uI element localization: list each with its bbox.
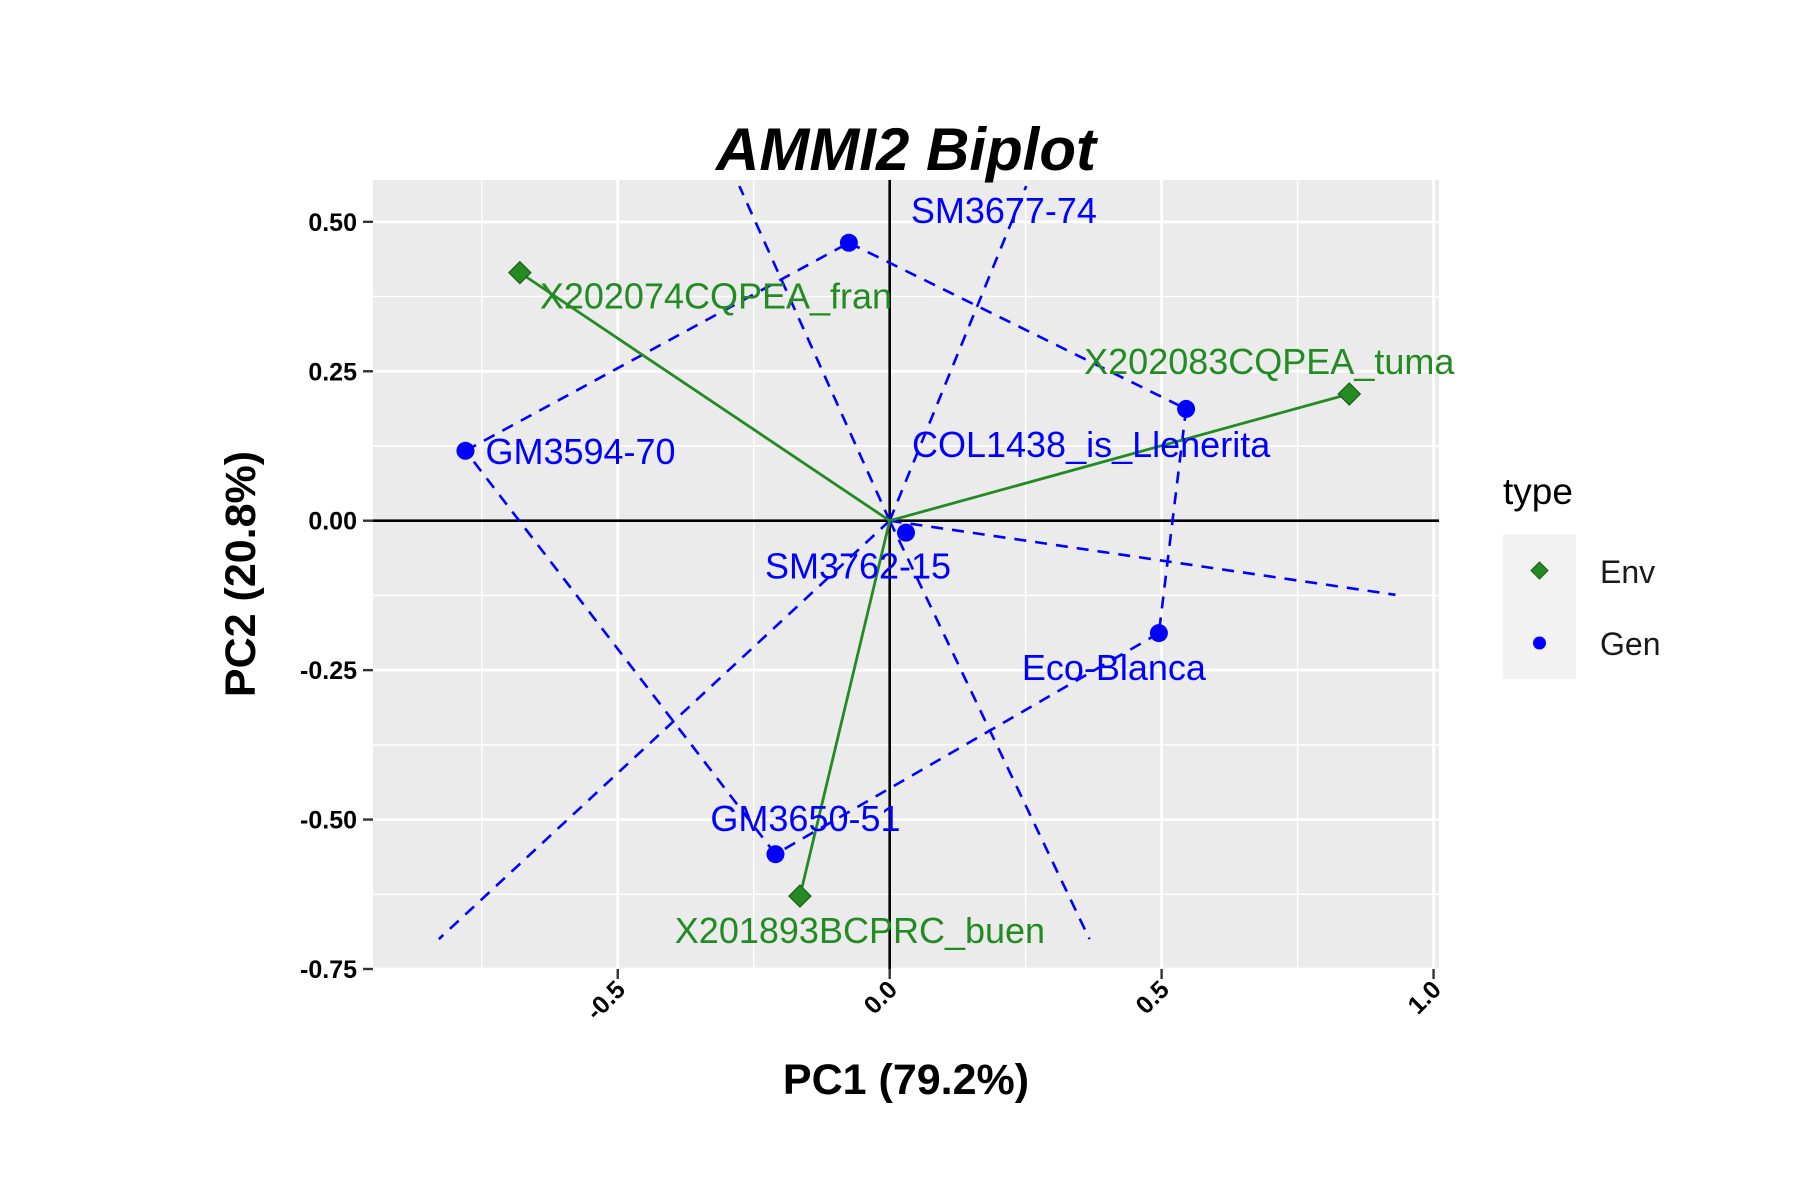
legend-gen-circle-icon: [1533, 636, 1546, 650]
env-vector: [798, 520, 892, 897]
legend: type Env Gen: [1503, 471, 1660, 679]
env-vector: [889, 392, 1350, 523]
env-label: X202074CQPEA_fran: [540, 276, 892, 317]
y-tick-label: -0.50: [300, 807, 357, 835]
gen-point: [1177, 399, 1196, 418]
point-labels: X202074CQPEA_fran X202083CQPEA_tuma X20189…: [485, 190, 1455, 951]
x-axis-title: PC1 (79.2%): [783, 1056, 1029, 1104]
gen-label: GM3594-70: [485, 431, 675, 472]
gen-point: [456, 441, 475, 460]
env-vector: [519, 271, 891, 522]
chart-title: AMMI2 Biplot: [714, 116, 1099, 183]
legend-key-background: [1503, 534, 1576, 679]
grid-minor: [373, 180, 1439, 969]
y-tick-label: -0.75: [300, 956, 357, 984]
hull-edge: [464, 241, 850, 452]
legend-label-env: Env: [1600, 554, 1655, 590]
hull-edge: [464, 449, 777, 856]
gen-point: [839, 233, 858, 252]
gen-label: SM3762-15: [765, 546, 951, 587]
env-point: [1337, 382, 1362, 406]
zero-lines: [373, 180, 1439, 969]
env-vectors: [519, 271, 1350, 897]
y-tick-label: 0.00: [308, 508, 357, 536]
hull-edge: [774, 631, 1160, 856]
env-label: X202083CQPEA_tuma: [1084, 341, 1455, 382]
env-label: X201893BCPRC_buen: [675, 910, 1045, 951]
x-tick-label: 0.0: [859, 975, 903, 1019]
env-point: [507, 260, 532, 285]
sector-ray: [889, 519, 1396, 597]
sector-ray: [437, 519, 891, 941]
polygon-layer: [437, 185, 1396, 941]
points: [456, 233, 1362, 908]
gen-label: Eco-Blanca: [1022, 647, 1207, 688]
legend-label-gen: Gen: [1600, 626, 1660, 662]
legend-env-diamond-icon: [1530, 561, 1549, 580]
y-tick-label: 0.50: [308, 209, 357, 237]
y-axis-title: PC2 (20.8%): [217, 451, 265, 697]
gen-label: SM3677-74: [911, 190, 1097, 231]
sector-ray: [888, 185, 1028, 522]
x-tick-label: 1.0: [1402, 975, 1446, 1019]
x-tick-label: -0.5: [581, 975, 631, 1025]
sector-ray: [888, 520, 1091, 940]
legend-title: type: [1503, 471, 1573, 512]
gen-point: [1149, 624, 1168, 643]
gen-point: [897, 523, 915, 542]
env-point: [788, 884, 812, 908]
x-tick-label: 0.5: [1130, 975, 1174, 1019]
panel-background: [373, 180, 1439, 969]
y-tick-label: -0.25: [300, 657, 357, 685]
gen-label: GM3650-51: [710, 798, 900, 839]
gen-point: [766, 845, 785, 864]
y-tick-label: 0.25: [308, 358, 357, 386]
sector-ray: [738, 185, 891, 522]
hull-edge: [1157, 408, 1188, 634]
gen-label: COL1438_is_Llenerita: [912, 424, 1271, 465]
